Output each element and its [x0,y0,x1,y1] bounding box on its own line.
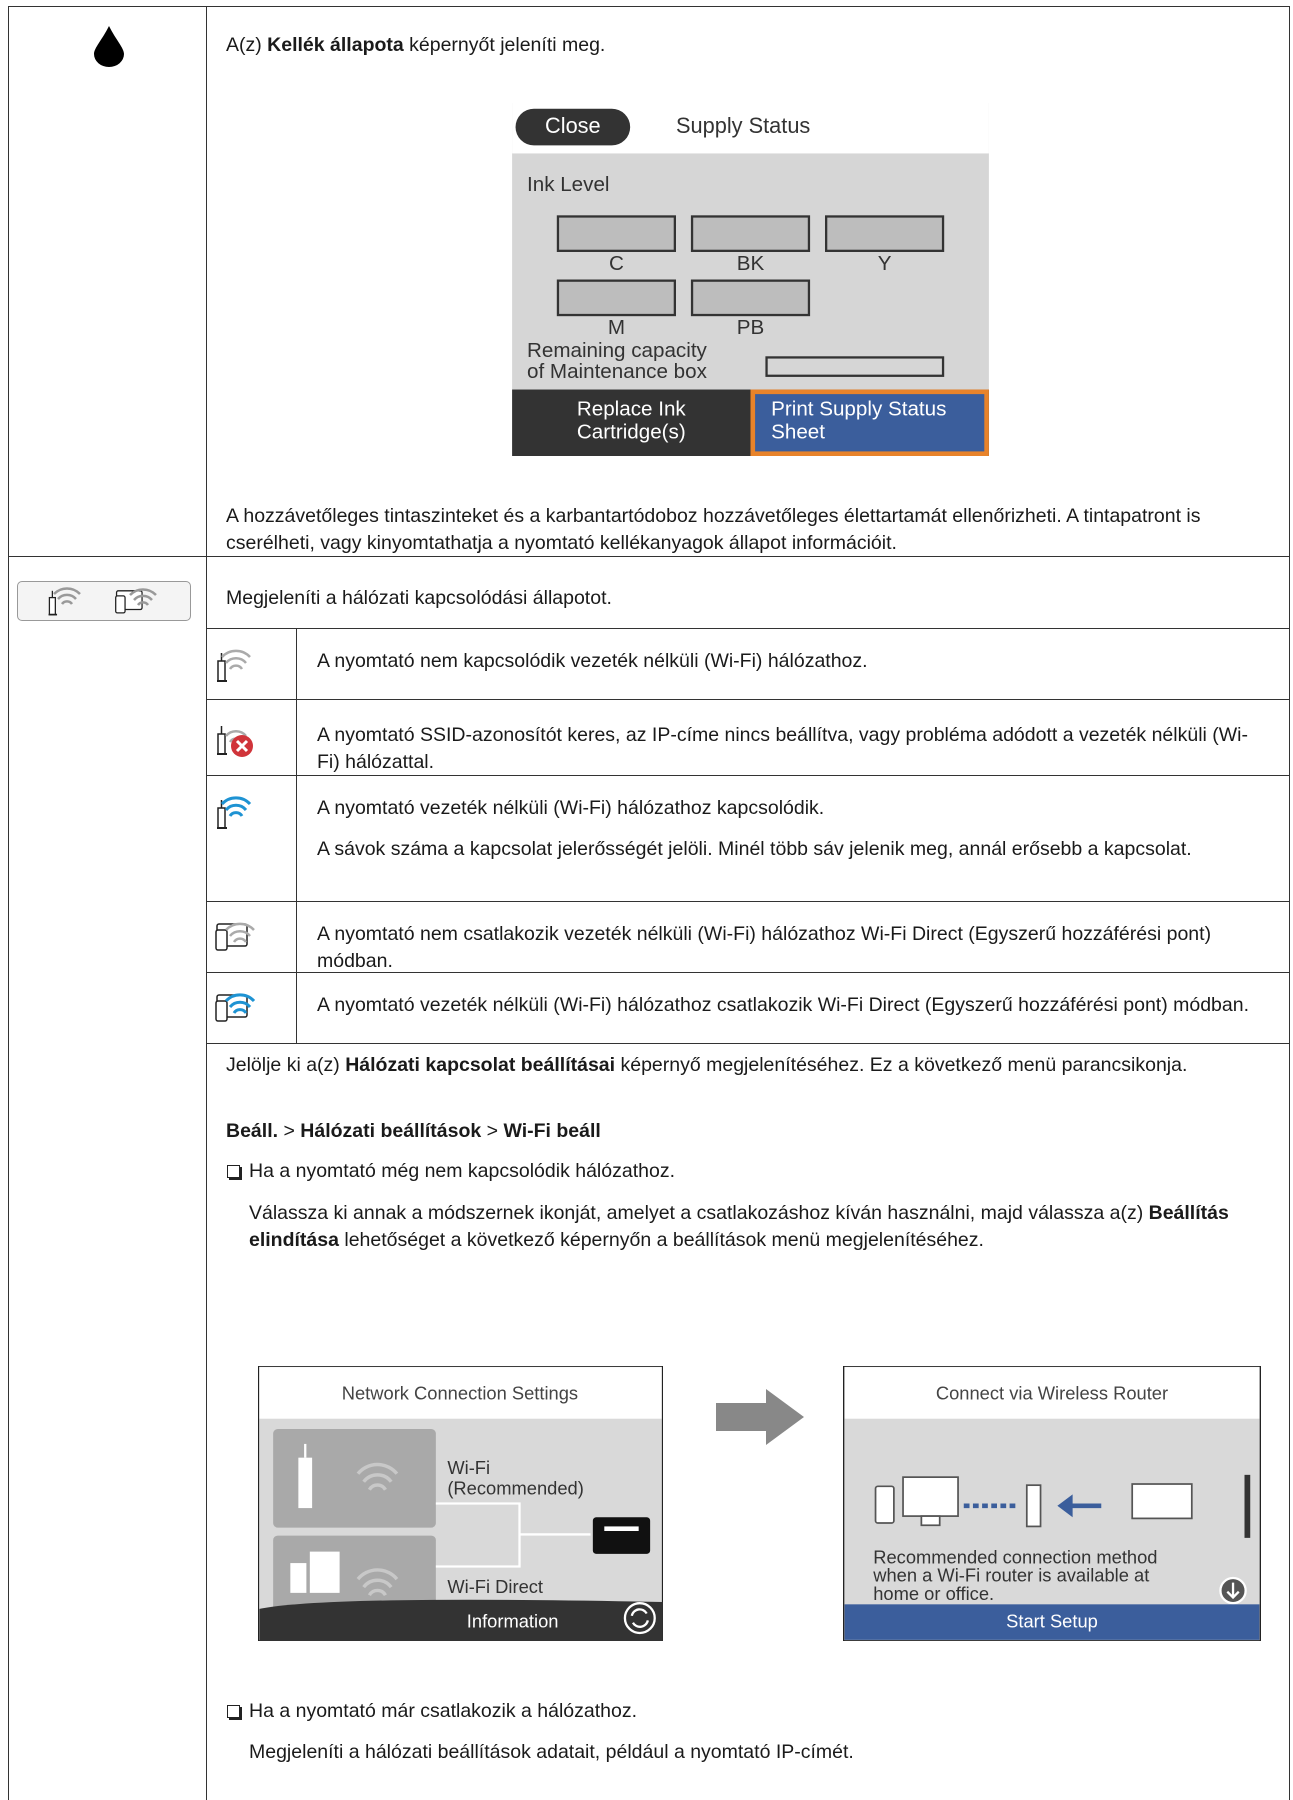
network-intro: Megjeleníti a hálózati kapcsolódási álla… [226,587,612,609]
description-line: Recommended connection method [873,1546,1157,1567]
button-label: Replace Ink [577,398,687,421]
button-label: Sheet [771,421,825,444]
status-text: A nyomtató vezeték nélküli (Wi-Fi) hálóz… [317,797,825,819]
status-text: A nyomtató SSID-azonosítót keres, az IP-… [317,724,1249,773]
option-label: Wi-Fi Direct [447,1576,543,1597]
table-border [1289,6,1290,1800]
ink-label: PB [737,316,765,339]
text: Jelölje ki a(z) [226,1054,346,1076]
select-text: Jelölje ki a(z) Hálózati kapcsolat beáll… [226,1052,1226,1079]
bullet-text: Ha a nyomtató még nem kapcsolódik hálóza… [249,1160,675,1182]
screen-title: Connect via Wireless Router [936,1382,1168,1403]
wifi-direct-icon [115,588,157,614]
bold-text: Beállítás elindítása [249,1202,1229,1251]
router-screen: Connect via Wireless Router Recommended … [843,1366,1261,1641]
network-icons [17,581,191,621]
ink-level-label: Ink Level [527,173,610,196]
text: Válassza ki annak a módszernek ikonját, … [249,1202,1149,1224]
button-label: Print Supply Status [771,398,946,421]
bold-text: Hálózati kapcsolat beállításai [345,1054,616,1076]
status-text: A nyomtató vezeték nélküli (Wi-Fi) hálóz… [317,994,1250,1016]
wifi-icon [47,587,81,616]
status-text: A nyomtató nem csatlakozik vezeték nélkü… [317,923,1212,972]
inner-border [206,775,1289,776]
separator: > [481,1120,504,1142]
inner-border [206,699,1289,700]
screen-title: Network Connection Settings [342,1382,578,1403]
text: lehetőséget a következő képernyőn a beál… [338,1229,984,1251]
button-label: Cartridge(s) [577,421,686,444]
status-text: A sávok száma a kapcsolat jelerősségét j… [317,838,1192,860]
menu-item: Hálózati beállítások [300,1120,482,1142]
inner-border [296,628,297,1043]
inner-border [206,1043,1289,1044]
text: Megjeleníti a hálózati beállítások adata… [249,1741,854,1763]
description-line: home or office. [873,1583,994,1604]
text: A(z) [226,34,268,56]
ink-icon [94,26,124,67]
bullet [227,1165,240,1178]
ink-label: BK [737,252,765,275]
start-setup-button: Start Setup [1006,1611,1098,1632]
status-icon [216,725,253,757]
info-label: Information [467,1611,559,1632]
status-icon [216,649,251,682]
menu-item: Wi-Fi beáll [503,1120,601,1142]
ink-label: C [609,252,624,275]
inner-border [206,972,1289,973]
ink-label: M [608,316,625,339]
status-icon [216,796,252,829]
table-border [8,6,9,1800]
screen-title: Supply Status [676,113,810,138]
bullet-text: Ha a nyomtató már csatlakozik a hálózath… [249,1700,638,1722]
bullet-detail: Válassza ki annak a módszernek ikonját, … [249,1200,1269,1254]
option-label: (Recommended) [447,1478,583,1499]
connection-screen: Network Connection Settings Wi-Fi (Recom… [258,1366,663,1641]
text: képernyő megjelenítéséhez. Ez a következ… [615,1054,1188,1076]
maintenance-label: Remaining capacity [527,339,708,362]
arrow [716,1389,804,1445]
inner-border [206,901,1289,902]
close-button: Close [545,113,601,138]
table-border [8,6,1289,7]
supply-intro: A(z) Kellék állapota képernyőt jeleníti … [226,32,605,59]
supply-description: A hozzávetőleges tintaszinteket és a kar… [226,505,1201,554]
text: képernyőt jeleníti meg. [403,34,606,56]
bold-text: Kellék állapota [267,34,404,56]
bullet [227,1705,240,1718]
ink-label: Y [878,252,892,275]
menu-item: Beáll. [226,1120,279,1142]
separator: > [278,1120,301,1142]
description-line: when a Wi-Fi router is available at [872,1565,1149,1586]
menu-path: Beáll. > Hálózati beállítások > Wi-Fi be… [226,1118,601,1145]
bullet-detail: Megjeleníti a hálózati beállítások adata… [249,1739,1269,1766]
status-icon [215,922,255,951]
status-icon [215,993,256,1022]
supply-screen: Close Supply Status Ink Level C BK Y M P… [512,103,989,456]
status-text: A nyomtató nem kapcsolódik vezeték nélkü… [317,650,868,672]
table-border [206,6,207,1800]
inner-border [206,628,1289,629]
maintenance-label: of Maintenance box [527,360,708,383]
table-border [8,556,1289,557]
option-label: Wi-Fi [447,1457,490,1478]
